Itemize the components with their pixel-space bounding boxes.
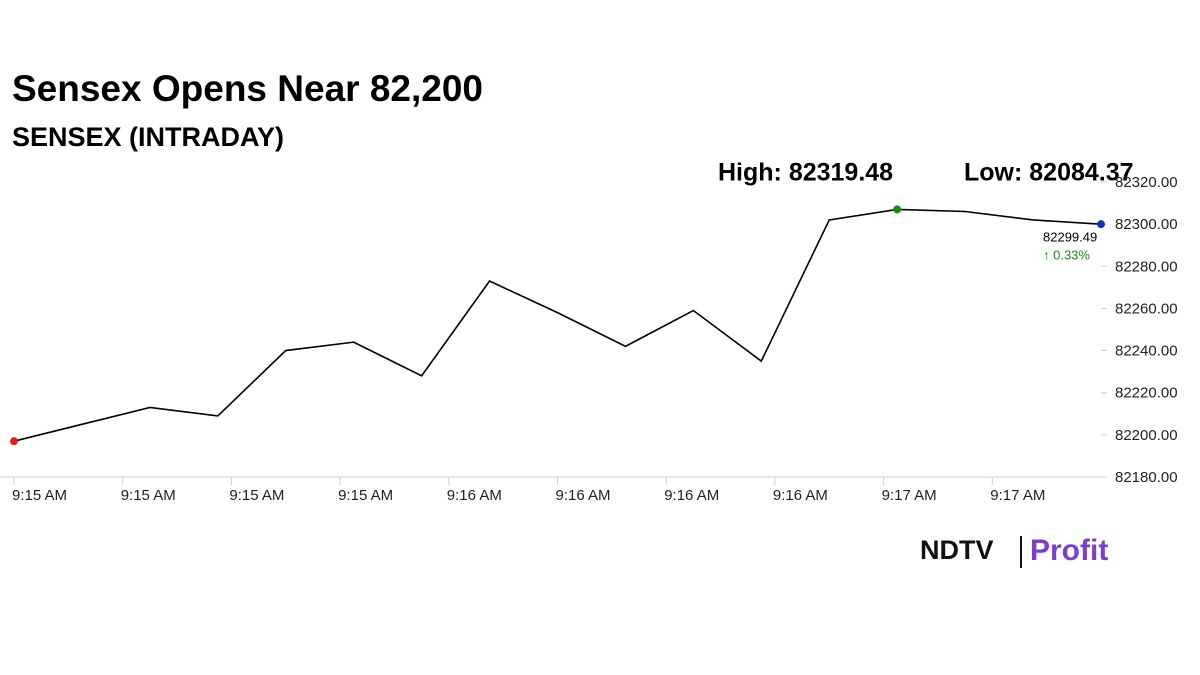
- point-marker: [893, 205, 902, 214]
- x-tick-label: 9:17 AM: [882, 487, 937, 504]
- x-tick-label: 9:16 AM: [556, 487, 611, 504]
- x-tick-label: 9:17 AM: [990, 487, 1045, 504]
- x-tick-label: 9:16 AM: [447, 487, 502, 504]
- x-tick-label: 9:15 AM: [338, 487, 393, 504]
- chart-subtitle: SENSEX (INTRADAY): [12, 122, 284, 152]
- point-marker: [1097, 220, 1105, 229]
- y-tick-label: 82240.00: [1115, 343, 1178, 360]
- y-tick-label: 82260.00: [1115, 300, 1178, 317]
- x-tick-label: 9:16 AM: [664, 487, 719, 504]
- x-tick-label: 9:15 AM: [229, 487, 284, 504]
- change-label: ↑ 0.33%: [1043, 247, 1090, 262]
- y-tick-label: 82220.00: [1115, 385, 1178, 402]
- low-text: Low: 82084.37: [964, 159, 1134, 187]
- x-tick-label: 9:15 AM: [121, 487, 176, 504]
- y-tick-label: 82320.00: [1115, 174, 1178, 191]
- price-line: [13, 208, 1102, 442]
- x-tick-label: 9:16 AM: [773, 487, 828, 504]
- y-tick-label: 82280.00: [1115, 258, 1178, 275]
- brand-product: Profit: [1030, 534, 1108, 567]
- y-tick-label: 82200.00: [1115, 427, 1178, 444]
- high-text: High: 82319.48: [718, 159, 893, 187]
- y-tick-label: 82180.00: [1115, 469, 1178, 486]
- y-tick-label: 82300.00: [1115, 216, 1178, 233]
- brand-logo: NDTV: [920, 535, 994, 565]
- point-marker: [10, 437, 18, 446]
- chart-title: Sensex Opens Near 82,200: [12, 68, 483, 109]
- last-value-label: 82299.49: [1043, 229, 1097, 244]
- x-tick-label: 9:15 AM: [12, 487, 67, 504]
